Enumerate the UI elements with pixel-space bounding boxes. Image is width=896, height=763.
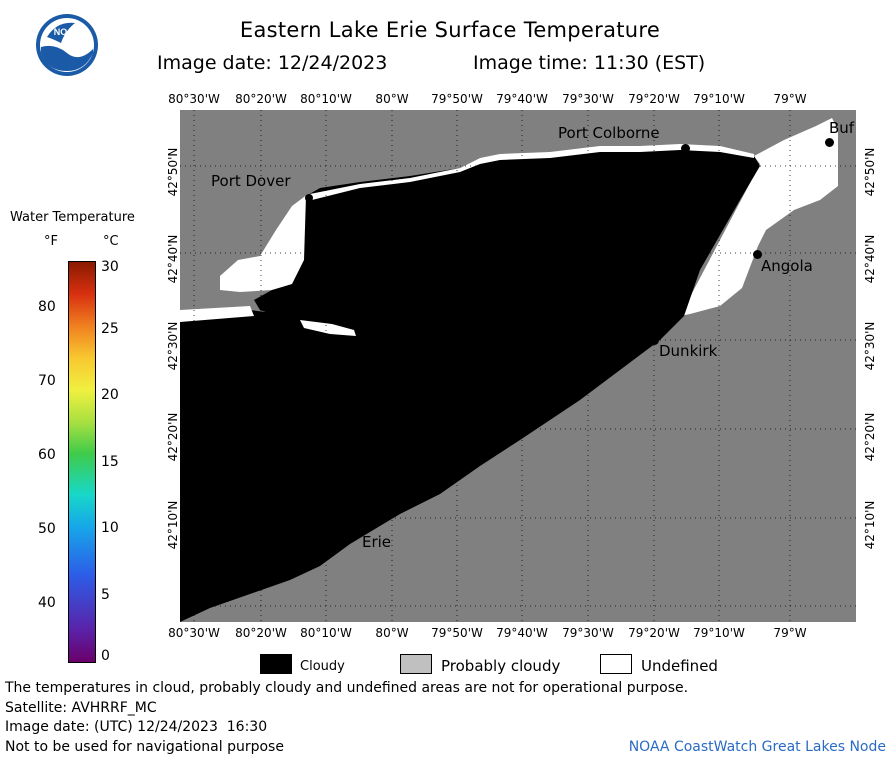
lon-tick: 80°W [375, 92, 409, 106]
lat-tick: 42°40'N [166, 234, 180, 284]
legend-label-cloudy: Cloudy [300, 659, 345, 674]
footer-satellite: Satellite: AVHRRF_MC [5, 700, 157, 716]
lake-erie-map [180, 110, 856, 622]
colorbar-title: Water Temperature [10, 210, 135, 225]
lon-tick: 79°20'W [628, 92, 680, 106]
lat-tick: 42°50'N [166, 147, 180, 197]
footer-navigation-warning: Not to be used for navigational purpose [5, 739, 284, 755]
city-label-buffalo: Buf [829, 119, 855, 137]
legend-swatch-probably-cloudy [400, 654, 432, 674]
lon-tick: 79°50'W [431, 92, 483, 106]
lat-tick: 42°10'N [863, 500, 877, 550]
f-tick: 60 [38, 447, 56, 463]
legend-label-undefined: Undefined [641, 657, 718, 675]
city-label-angola: Angola [761, 257, 813, 275]
lat-tick: 42°20'N [166, 412, 180, 462]
footer-image-date-utc: Image date: (UTC) 12/24/2023 16:30 [5, 719, 268, 735]
lat-tick: 42°50'N [863, 147, 877, 197]
f-tick: 50 [38, 521, 56, 537]
c-tick: 20 [101, 387, 119, 403]
undefined-area-west [220, 194, 310, 292]
lon-tick: 80°W [375, 626, 409, 640]
c-tick: 0 [101, 648, 110, 664]
colorbar-unit-c: °C [103, 234, 119, 249]
lon-tick: 80°10'W [300, 92, 352, 106]
lat-tick: 42°20'N [863, 412, 877, 462]
image-time: Image time: 11:30 (EST) [473, 52, 706, 74]
colorbar [68, 261, 96, 663]
cloudy-area [180, 146, 760, 622]
f-tick: 40 [38, 595, 56, 611]
legend-swatch-cloudy [260, 654, 292, 674]
c-tick: 30 [101, 259, 119, 275]
lon-tick: 79°10'W [693, 92, 745, 106]
lon-tick: 80°20'W [235, 92, 287, 106]
city-label-dunkirk: Dunkirk [659, 342, 718, 360]
image-date: Image date: 12/24/2023 [157, 52, 388, 74]
lon-tick: 79°30'W [562, 626, 614, 640]
c-tick: 5 [101, 587, 110, 603]
map-title: Eastern Lake Erie Surface Temperature [239, 18, 661, 42]
colorbar-unit-f: °F [44, 234, 58, 249]
city-marker-buffalo [825, 138, 834, 147]
noaa-logo-icon: NOAA [36, 14, 98, 76]
lon-tick: 79°20'W [628, 626, 680, 640]
lon-tick: 79°40'W [496, 92, 548, 106]
c-tick: 15 [101, 454, 119, 470]
lat-lon-grid [180, 110, 856, 622]
footer-credit: NOAA CoastWatch Great Lakes Node [628, 739, 886, 755]
undefined-fringe [180, 306, 356, 336]
c-tick: 25 [101, 321, 119, 337]
lon-tick: 80°10'W [300, 626, 352, 640]
lon-tick: 79°50'W [431, 626, 483, 640]
lat-tick: 42°30'N [863, 321, 877, 371]
lon-tick: 80°30'W [168, 92, 220, 106]
lat-tick: 42°10'N [166, 500, 180, 550]
f-tick: 80 [38, 299, 56, 315]
legend-label-probably-cloudy: Probably cloudy [441, 657, 561, 675]
noaa-logo: NOAA [35, 13, 99, 77]
c-tick: 10 [101, 520, 119, 536]
lat-tick: 42°40'N [863, 234, 877, 284]
undefined-area-east [680, 118, 838, 316]
lon-tick: 80°20'W [235, 626, 287, 640]
city-marker-port-dover [305, 194, 313, 202]
legend-swatch-undefined [600, 654, 632, 674]
noaa-logo-text: NOAA [54, 27, 81, 37]
f-tick: 70 [38, 373, 56, 389]
footer-disclaimer: The temperatures in cloud, probably clou… [5, 680, 689, 696]
city-label-port-colborne: Port Colborne [558, 124, 660, 142]
lon-tick: 80°30'W [168, 626, 220, 640]
city-label-erie: Erie [362, 533, 392, 551]
city-marker-dunkirk [650, 336, 659, 345]
lon-tick: 79°10'W [693, 626, 745, 640]
lon-tick: 79°40'W [496, 626, 548, 640]
lat-tick: 42°30'N [166, 321, 180, 371]
city-label-port-dover: Port Dover [211, 172, 291, 190]
city-marker-erie [353, 526, 362, 535]
city-marker-angola [753, 250, 762, 259]
lon-tick: 79°W [773, 92, 807, 106]
lon-tick: 79°W [773, 626, 807, 640]
city-marker-port-colborne [681, 144, 690, 153]
undefined-fringe [310, 144, 754, 200]
lon-tick: 79°30'W [562, 92, 614, 106]
